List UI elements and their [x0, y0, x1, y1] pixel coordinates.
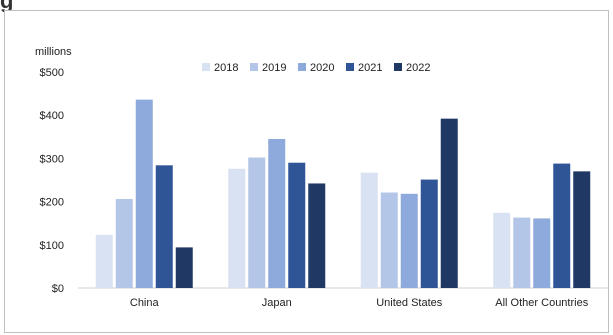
legend-label: 2018 [214, 62, 238, 74]
bar-2021-china [155, 165, 173, 288]
bar-2019-china [115, 199, 133, 288]
x-category-label: Japan [262, 297, 292, 309]
bar-2018-japan [228, 168, 246, 288]
bar-2018-all-other-countries [493, 212, 511, 288]
labels: millions China Japan United States All Other… [35, 46, 589, 309]
partial-title-text: g [0, 0, 14, 13]
bar-2021-all-other-countries [553, 163, 571, 288]
bar-2018-china [95, 234, 113, 288]
legend: 2018 2019 2020 2021 2022 [202, 62, 430, 74]
bar-2022-japan [308, 183, 326, 288]
legend-label: 2020 [310, 62, 334, 74]
bar-2022-china [175, 247, 193, 288]
bar-2022-united-states [440, 118, 458, 288]
bar-2020-japan [268, 138, 286, 288]
bar-2022-all-other-countries [573, 171, 591, 288]
bar-2021-united-states [420, 179, 438, 288]
x-category-label: China [130, 297, 160, 309]
bar-2019-all-other-countries [513, 217, 531, 288]
y-tick-label: $200 [40, 197, 64, 209]
y-tick-label: $400 [40, 110, 64, 122]
bar-2020-china [135, 99, 153, 288]
bar-2021-japan [288, 162, 306, 288]
legend-swatch-2021 [346, 63, 354, 71]
top-strip: g [0, 0, 613, 13]
y-tick-label: $500 [40, 67, 64, 79]
legend-label: 2022 [406, 62, 430, 74]
legend-swatch-2020 [298, 63, 306, 71]
y-tick-label: $100 [40, 240, 64, 252]
bar-2018-united-states [360, 172, 378, 288]
legend-swatch-2019 [250, 63, 258, 71]
bar-2019-japan [248, 157, 266, 288]
bar-2020-all-other-countries [533, 218, 551, 288]
y-tick-label: $0 [52, 283, 64, 295]
x-category-label: All Other Countries [495, 297, 588, 309]
legend-label: 2021 [358, 62, 382, 74]
legend-swatch-2022 [394, 63, 402, 71]
unit-label: millions [35, 46, 72, 58]
bars [95, 99, 591, 288]
y-tick-label: $300 [40, 153, 64, 165]
bar-2019-united-states [380, 192, 398, 288]
legend-label: 2019 [262, 62, 286, 74]
bar-2020-united-states [400, 193, 418, 288]
legend-swatch-2018 [202, 63, 210, 71]
x-category-label: United States [376, 297, 443, 309]
